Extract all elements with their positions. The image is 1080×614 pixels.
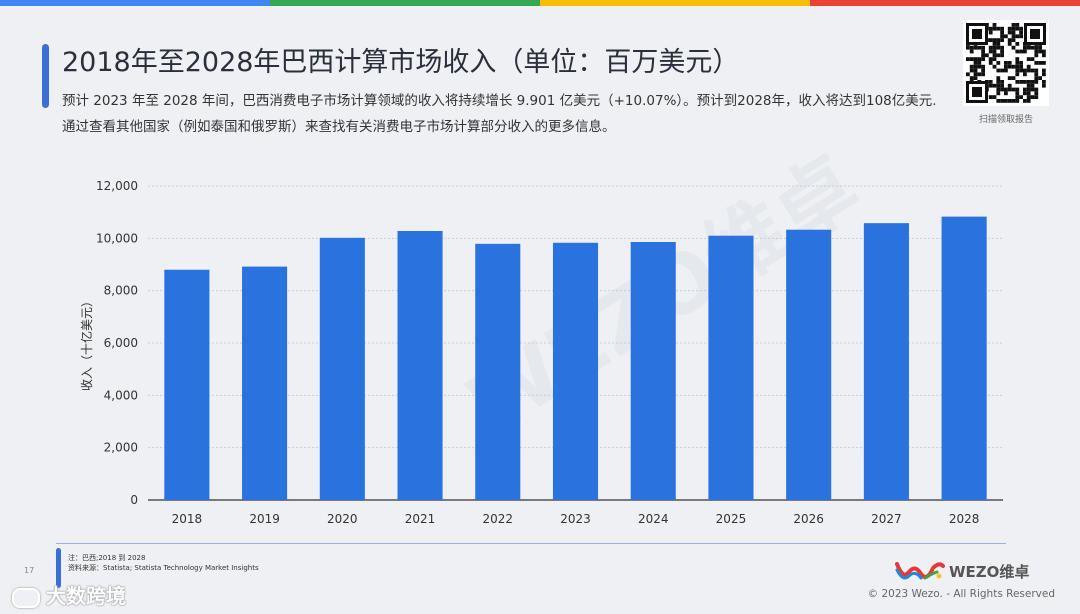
x-tick-label: 2027 <box>871 512 902 526</box>
bar-2024 <box>630 241 676 500</box>
bar-2020 <box>319 237 365 500</box>
watermark-text: 大数跨境 <box>46 584 126 608</box>
y-tick-label: 0 <box>130 493 138 507</box>
bar-2022 <box>475 243 521 500</box>
bar-2027 <box>863 223 909 500</box>
top-bar-segment-yellow <box>540 0 810 6</box>
wezo-logo: WEZO维卓 <box>895 558 1045 584</box>
page-number: 17 <box>24 566 35 575</box>
x-tick-label: 2020 <box>327 512 358 526</box>
wezo-brand-text: WEZO维卓 <box>949 562 1030 581</box>
y-tick-label: 4,000 <box>104 388 138 402</box>
y-tick-label: 8,000 <box>104 284 138 298</box>
x-tick-label: 2022 <box>482 512 513 526</box>
x-tick-label: 2021 <box>405 512 436 526</box>
footer-accent-bar <box>56 548 61 588</box>
x-tick-label: 2023 <box>560 512 591 526</box>
copyright-text: © 2023 Wezo. - All Rights Reserved <box>867 588 1055 600</box>
wezo-logo-icon <box>895 562 945 580</box>
x-tick-label: 2025 <box>716 512 747 526</box>
bar-2028 <box>941 216 987 501</box>
bar-2018 <box>164 269 210 500</box>
page-title: 2018年至2028年巴西计算市场收入（单位：百万美元） <box>62 47 740 78</box>
bar-2025 <box>708 235 754 500</box>
x-tick-label: 2028 <box>949 512 980 526</box>
bar-2023 <box>552 242 599 500</box>
watermark-dashuju: 大数跨境 <box>12 580 126 609</box>
x-tick-label: 2024 <box>638 512 669 526</box>
chart-source: 资料来源：Statista; Statista Technology Marke… <box>68 564 259 572</box>
y-tick-label: 10,000 <box>96 231 138 245</box>
top-bar-segment-green <box>270 0 540 6</box>
bar-chart: 0 2,000 4,000 6,000 8,000 10,000 12,000 2018 201… <box>79 179 1003 526</box>
qr-code-icon[interactable] <box>963 20 1049 106</box>
bar-2026 <box>786 229 832 500</box>
qr-caption: 扫描领取报告 <box>978 115 1033 125</box>
title-accent-bar <box>42 44 49 108</box>
y-tick-label: 2,000 <box>104 441 138 455</box>
chart-note: 注：巴西;2018 到 2028 <box>68 554 146 562</box>
y-tick-label: 12,000 <box>96 179 138 193</box>
bar-2019 <box>242 266 288 500</box>
description-text: 预计 2023 年至 2028 年间，巴西消费电子市场计算领域的收入将持续增长 … <box>62 93 937 135</box>
x-tick-label: 2018 <box>172 512 203 526</box>
bar-2021 <box>397 231 443 501</box>
x-tick-label: 2026 <box>793 512 824 526</box>
y-tick-label: 6,000 <box>104 336 138 350</box>
top-bar-segment-red <box>810 0 1080 6</box>
top-color-bar <box>0 0 1080 6</box>
watermark-logo-icon <box>12 587 40 608</box>
top-bar-segment-blue <box>0 0 270 6</box>
y-axis-label: 收入（十亿美元） <box>79 295 94 391</box>
x-tick-label: 2019 <box>249 512 280 526</box>
footer-divider <box>56 543 1006 544</box>
